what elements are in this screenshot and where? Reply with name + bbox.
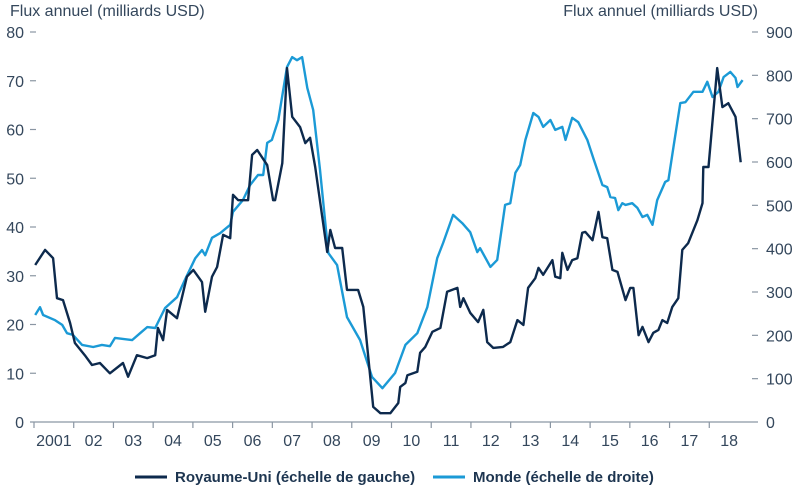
x-tick-label: 15 — [601, 433, 619, 450]
x-tick-label: 10 — [402, 433, 420, 450]
y-right-tick-label: 700 — [766, 112, 793, 129]
y-left-tick-label: 50 — [6, 171, 24, 188]
x-tick-label: 02 — [85, 433, 103, 450]
x-tick-label: 16 — [641, 433, 659, 450]
x-tick-label: 18 — [720, 433, 738, 450]
y-left-tick-label: 20 — [6, 318, 24, 335]
x-tick-label: 07 — [283, 433, 301, 450]
series-lines — [34, 55, 744, 415]
legend: Royaume-Uni (échelle de gauche) Monde (é… — [135, 469, 654, 486]
y-right-tick-label: 400 — [766, 242, 793, 259]
legend-label-uk: Royaume-Uni (échelle de gauche) — [175, 469, 415, 486]
series-line-uk — [34, 66, 742, 415]
x-tick-label: 12 — [482, 433, 500, 450]
y-left-tick-label: 70 — [6, 74, 24, 91]
y-right-tick-label: 200 — [766, 328, 793, 345]
x-tick-label: 08 — [323, 433, 341, 450]
x-tick-label: 04 — [164, 433, 182, 450]
x-tick-label: 06 — [244, 433, 262, 450]
y-right-axis-label: Flux annuel (milliards USD) — [563, 3, 758, 20]
y-right-tick-label: 600 — [766, 155, 793, 172]
y-right-tick-label: 800 — [766, 68, 793, 85]
axes: 0102030405060708001002003004005006007008… — [6, 25, 793, 450]
y-left-tick-label: 10 — [6, 366, 24, 383]
y-right-tick-label: 500 — [766, 198, 793, 215]
y-left-axis-label: Flux annuel (milliards USD) — [10, 3, 205, 20]
y-left-tick-label: 80 — [6, 25, 24, 42]
y-right-tick-label: 0 — [766, 415, 775, 432]
x-tick-label: 03 — [124, 433, 142, 450]
x-tick-label: 11 — [443, 433, 460, 450]
y-left-tick-label: 60 — [6, 123, 24, 140]
y-left-tick-label: 0 — [15, 415, 24, 432]
x-tick-label: 09 — [363, 433, 381, 450]
x-tick-label: 05 — [204, 433, 222, 450]
x-tick-label: 2001 — [36, 433, 72, 450]
y-left-tick-label: 40 — [6, 220, 24, 237]
x-tick-label: 14 — [561, 433, 579, 450]
y-left-tick-label: 30 — [6, 269, 24, 286]
y-right-tick-label: 300 — [766, 285, 793, 302]
y-right-tick-label: 900 — [766, 25, 793, 42]
y-right-tick-label: 100 — [766, 372, 793, 389]
x-tick-label: 17 — [681, 433, 699, 450]
series-line-world — [34, 55, 744, 390]
legend-label-world: Monde (échelle de droite) — [473, 469, 654, 486]
x-tick-label: 13 — [522, 433, 540, 450]
